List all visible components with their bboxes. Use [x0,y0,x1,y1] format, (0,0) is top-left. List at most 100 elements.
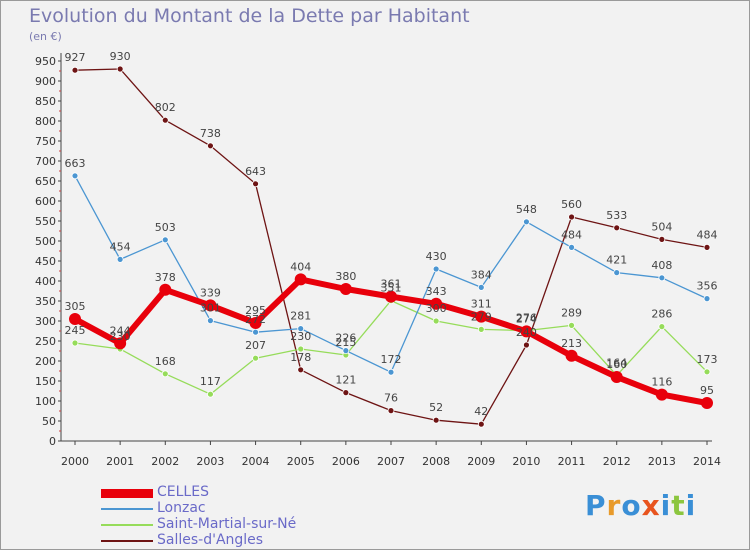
x-tick-label: 2004 [242,455,270,468]
data-label-3: 802 [155,101,176,114]
series-point-3 [252,180,259,188]
series-point-0 [159,283,172,296]
data-label-3: 178 [290,351,311,364]
y-tick-label: 100 [35,395,56,408]
series-point-3 [613,224,621,232]
data-label-1: 281 [290,310,311,323]
x-tick-label: 2007 [377,455,405,468]
y-tick-label: 900 [35,75,56,88]
data-label-1: 172 [381,353,402,366]
y-tick-label: 750 [35,135,56,148]
y-tick-label: 50 [42,415,56,428]
y-tick-label: 800 [35,115,56,128]
x-tick-label: 2009 [467,455,495,468]
x-tick-label: 2014 [693,455,721,468]
series-point-0 [475,310,488,323]
legend-label: Salles-d'Angles [157,532,264,548]
series-point-1 [116,255,124,263]
data-label-0: 380 [335,270,356,283]
x-tick-label: 2001 [106,455,134,468]
series-point-3 [477,420,485,428]
data-label-0: 361 [381,278,402,291]
x-tick-label: 2011 [558,455,586,468]
y-tick-label: 300 [35,315,56,328]
data-label-1: 454 [110,240,131,253]
logo-letter: i [685,489,697,522]
series-point-3 [116,65,124,73]
data-label-3: 42 [474,405,488,418]
logo-letter: o [621,489,642,522]
series-point-0 [520,325,533,338]
data-label-2: 207 [245,339,266,352]
series-point-0 [249,317,262,329]
series-point-1 [161,236,169,244]
data-label-1: 408 [651,259,672,272]
legend-item: Saint-Martial-sur-Né [101,516,401,533]
x-tick-label: 2000 [61,455,89,468]
data-label-1: 384 [471,268,492,281]
data-label-0: 213 [561,337,582,350]
data-label-2: 164 [606,356,627,369]
y-tick-label: 550 [35,215,56,228]
series-point-1 [207,317,214,325]
y-tick-label: 200 [35,355,56,368]
series-point-1 [71,172,79,180]
data-label-0: 305 [65,300,86,313]
series-point-2 [658,323,666,331]
y-tick-label: 350 [35,295,56,308]
data-label-0: 160 [606,358,627,371]
data-label-2: 117 [200,375,221,388]
series-point-1 [568,243,575,251]
data-label-3: 738 [200,127,221,140]
series-point-3 [161,116,169,124]
series-point-0 [294,273,307,286]
y-tick-label: 0 [49,435,56,448]
data-label-0: 311 [471,298,492,311]
proxiti-logo: Proxiti [585,489,696,522]
series-point-0 [430,297,443,310]
data-label-3: 484 [697,228,718,241]
series-point-3 [207,142,214,150]
series-point-3 [387,407,395,415]
data-label-1: 226 [335,332,356,345]
data-label-0: 404 [290,260,311,273]
data-label-3: 121 [335,374,356,387]
legend-item: Salles-d'Angles [101,532,401,549]
data-label-0: 274 [516,312,537,325]
y-tick-label: 950 [35,55,56,68]
data-label-0: 244 [110,324,131,337]
series-point-1 [387,368,395,376]
data-label-1: 421 [606,254,627,267]
series-point-0 [114,337,127,350]
series-point-1 [252,328,259,336]
logo-letter: t [671,489,686,522]
x-tick-label: 2013 [648,455,676,468]
series-point-0 [701,397,713,409]
y-tick-label: 450 [35,255,56,268]
series-point-0 [655,388,668,401]
x-tick-label: 2008 [422,455,450,468]
legend-swatch [101,508,153,510]
data-label-1: 503 [155,221,176,234]
series-point-1 [297,325,305,333]
series-point-3 [342,389,350,397]
chart-title: Evolution du Montant de la Dette par Hab… [29,5,470,27]
data-label-1: 301 [200,302,221,315]
data-label-0: 295 [245,304,266,317]
y-tick-label: 500 [35,235,56,248]
data-label-3: 930 [110,50,131,63]
series-point-2 [161,370,169,378]
logo-letter: i [660,489,672,522]
data-label-0: 116 [651,376,672,389]
series-point-2 [207,390,214,398]
data-label-3: 643 [245,165,266,178]
series-point-0 [610,371,623,383]
y-tick-label: 400 [35,275,56,288]
data-label-2: 173 [697,353,718,366]
data-label-2: 289 [561,306,582,319]
series-point-1 [342,347,350,355]
legend: CELLES Lonzac Saint-Martial-sur-Né Salles-d… [101,484,401,549]
chart-subtitle: (en €) [29,30,62,43]
